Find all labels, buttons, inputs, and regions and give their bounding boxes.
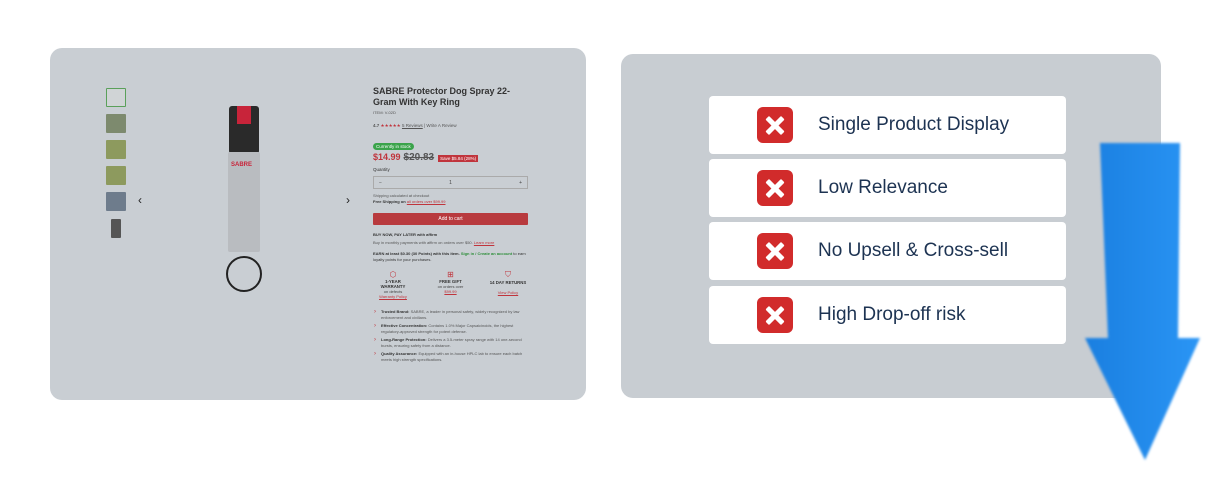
shipping-note: Shipping calculated at checkout [373,193,430,198]
issues-panel: Single Product Display Low Relevance No … [621,54,1161,398]
thumbnail-1[interactable] [106,88,126,107]
product-image: SABRE [226,106,262,292]
bullet-list: Trusted Brand: SABRE, a leader in person… [373,309,528,365]
issue-item: High Drop-off risk [709,286,1066,344]
stock-badge: Currently in stock [373,143,414,150]
old-price: $20.83 [403,152,435,163]
bullet: Quality Assurance: Equipped with an in-h… [373,351,528,363]
shield-check-icon: ⛉ [505,270,511,279]
quantity-value[interactable]: 1 [449,179,452,186]
prev-image-button[interactable]: ‹ [138,193,142,207]
svg-text:SABRE: SABRE [231,162,252,168]
thumbnail-5[interactable] [106,192,126,211]
save-badge: Save $5.84 (28%) [438,155,479,162]
free-shipping-link[interactable]: all orders over $99.99 [406,199,446,204]
free-shipping-text: Free Shipping on [373,199,406,204]
quantity-stepper[interactable]: − 1 + [373,176,528,189]
add-to-cart-button[interactable]: Add to cart [373,213,528,225]
write-review-link[interactable]: Write A Review [426,123,457,128]
product-title: SABRE Protector Dog Spray 22-Gram With K… [373,86,511,107]
issue-label: Single Product Display [818,114,1010,135]
thumbnail-4[interactable] [106,166,126,185]
increase-button[interactable]: + [519,179,522,186]
x-icon [757,170,793,206]
bullet: Long-Range Protection: Delivers a 3.5-me… [373,337,528,349]
x-icon [757,233,793,269]
box-icon: ⬡ [389,270,397,279]
x-icon [757,297,793,333]
rating-stars: ★★★★★ [380,123,401,128]
affirm-text: Buy in monthly payments with affirm on o… [373,240,473,245]
price: $14.99 [373,152,401,162]
earn-suffix: to earn loyalty points for your purchase… [373,251,526,262]
next-image-button[interactable]: › [346,193,350,207]
down-arrow-icon [1085,143,1200,460]
x-icon [757,107,793,143]
bullet: Effective Concentration: Contains 1.0% M… [373,323,528,335]
issue-label: High Drop-off risk [818,304,966,325]
feature-returns: ⛉ 14 DAY RETURNS View Policy [489,270,527,295]
thumbnail-6[interactable] [111,219,121,238]
issue-item: Low Relevance [709,159,1066,217]
reviews-link[interactable]: 5 Reviews [401,123,423,128]
bullet: Trusted Brand: SABRE, a leader in person… [373,309,528,321]
product-page-screenshot: ‹ › SABRE SABRE Protector Dog Spray 22-G… [50,48,586,400]
gift-icon: ⊞ [447,270,454,279]
issue-label: No Upsell & Cross-sell [818,240,1009,261]
earn-text: EARN at least $0.30 (30 Points) with thi… [373,251,460,256]
feature-warranty: ⬡ 1-YEAR WARRANTY on defects Warranty Polic… [373,270,413,299]
item-number: ITEM: V-02D [373,110,396,115]
thumbnail-3[interactable] [106,140,126,159]
thumbnail-2[interactable] [106,114,126,133]
feature-gift: ⊞ FREE GIFT on orders over $99.99 [431,270,471,299]
feature-list: ⬡ 1-YEAR WARRANTY on defects Warranty Polic… [373,270,528,299]
signin-link[interactable]: Sign in / Create an account [460,251,513,256]
learn-more-link[interactable]: Learn more [473,240,495,245]
decrease-button[interactable]: − [379,179,382,186]
issue-item: Single Product Display [709,96,1066,154]
issue-label: Low Relevance [818,177,948,198]
bnpl-heading: BUY NOW, PAY LATER with affirm [373,232,438,237]
rating: 4.7 [373,123,380,128]
issue-item: No Upsell & Cross-sell [709,222,1066,280]
quantity-label: Quantity [373,167,390,172]
